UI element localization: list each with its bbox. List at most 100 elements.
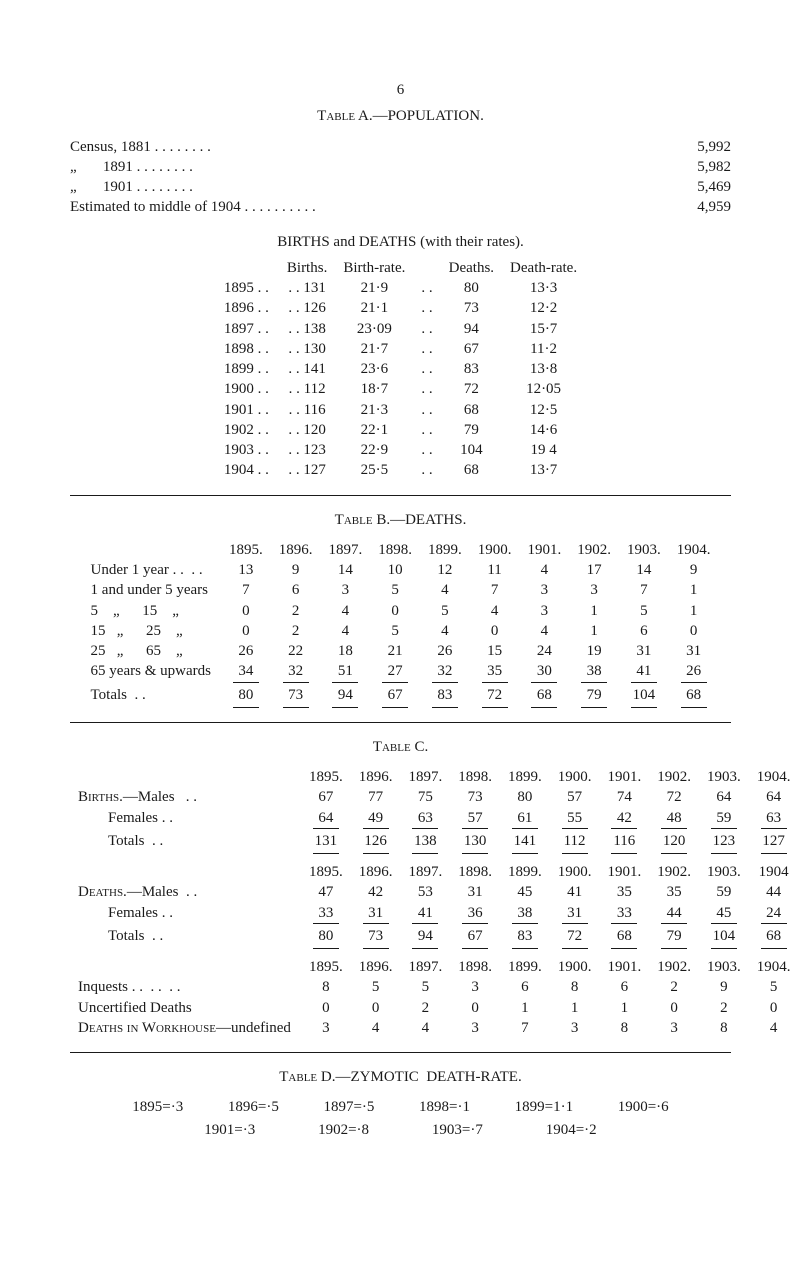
tb-row: Under 1 year . . . .13914101211417149: [83, 560, 719, 580]
tc-year: 1901.: [599, 957, 649, 977]
page-number: 6: [70, 80, 731, 100]
zym-cell: 1902=·8: [318, 1120, 369, 1140]
tc-cell: 8: [301, 977, 351, 997]
bd-cell: . .: [413, 359, 440, 379]
zym-cell: 1898=·1: [419, 1097, 470, 1117]
census-value: 4,959: [651, 197, 731, 217]
tb-cell: 7: [619, 580, 669, 600]
tc-year: 1899.: [500, 957, 550, 977]
tc-total-cell: 79: [649, 923, 699, 949]
tb-total-cell: 94: [320, 682, 370, 708]
tc-total-val: 80: [313, 923, 339, 949]
bd-cell: 68: [441, 460, 502, 480]
table-a-title-rest: A.—POPULATION.: [358, 108, 484, 124]
bd-cell: . .: [413, 420, 440, 440]
table-a-title-label: Table: [317, 108, 355, 124]
tc-year: 1896.: [351, 862, 401, 882]
bd-cell: 12·2: [502, 298, 585, 318]
tb-cell: 32: [271, 661, 321, 681]
bd-cell: 19 4: [502, 440, 585, 460]
tc-totals-label: Totals . .: [70, 923, 301, 949]
bd-row: 1896 . .. . 12621·1. .7312·2: [216, 298, 585, 318]
census-row: Estimated to middle of 1904 . . . . . . …: [70, 197, 731, 217]
bd-cell: . .: [413, 400, 440, 420]
tc-year: 1900.: [550, 862, 600, 882]
tc-cell: 3: [301, 1018, 351, 1038]
tc-cell: 4: [400, 1018, 450, 1038]
tb-total-cell: 73: [271, 682, 321, 708]
tb-cell: 0: [221, 601, 271, 621]
census-label: Census, 1881 . . . . . . . .: [70, 137, 590, 157]
tc-cell: 74: [599, 787, 649, 807]
tc-cell: 5: [351, 977, 401, 997]
tc-cell: 42: [351, 882, 401, 902]
tc-total-val: 131: [313, 828, 339, 854]
tc-cell: 8: [699, 1018, 749, 1038]
tb-label: Under 1 year . . . .: [83, 560, 221, 580]
bd-cell: 94: [441, 319, 502, 339]
tc-cell: 9: [699, 977, 749, 997]
tb-cell: 27: [370, 661, 420, 681]
tc-total-cell: 123: [699, 828, 749, 854]
tc-cell: 31: [450, 882, 500, 902]
table-d-title-label: Table: [279, 1069, 317, 1085]
tc-cell: 44: [749, 882, 799, 902]
tc-cell: 2: [649, 977, 699, 997]
tc-spacer: [70, 949, 798, 957]
tb-total-val: 80: [233, 682, 259, 708]
bd-cell: 13·3: [502, 278, 585, 298]
tc-total-val: 79: [661, 923, 687, 949]
bd-cell: 1903 . .: [216, 440, 279, 460]
bd-cell: 73: [441, 298, 502, 318]
tc-year: 1899.: [500, 767, 550, 787]
tc-total-val: 68: [761, 923, 787, 949]
bd-header: Birth-rate.: [335, 258, 413, 278]
bd-cell: . .: [413, 440, 440, 460]
tb-cell: 24: [519, 641, 569, 661]
bd-cell: 1902 . .: [216, 420, 279, 440]
tb-row: 15 „ 25 „0245404160: [83, 621, 719, 641]
tc-total-cell: 130: [450, 828, 500, 854]
tc-total-val: 141: [512, 828, 538, 854]
tc-cell: 57: [450, 808, 500, 828]
bd-cell: 21·7: [335, 339, 413, 359]
bd-cell: . .: [413, 379, 440, 399]
tc-cell: 2: [400, 998, 450, 1018]
tc-year: 1895.: [301, 957, 351, 977]
tc-cell: 2: [699, 998, 749, 1018]
tb-total-val: 68: [531, 682, 557, 708]
births-deaths-heading: BIRTHS and DEATHS (with their rates).: [70, 232, 731, 252]
tc-cell: 77: [351, 787, 401, 807]
table-b-title-rest: B.—DEATHS.: [376, 512, 466, 528]
tc-label: Uncertified Deaths: [70, 998, 301, 1018]
tc-cell: 48: [649, 808, 699, 828]
bd-cell: . . 141: [279, 359, 335, 379]
bd-cell: . .: [413, 319, 440, 339]
tb-cell: 4: [470, 601, 520, 621]
bd-cell: . .: [413, 339, 440, 359]
tc-year: 1896.: [351, 767, 401, 787]
tc-cell: 63: [400, 808, 450, 828]
tb-cell: 41: [619, 661, 669, 681]
tb-cell: 30: [519, 661, 569, 681]
tc-cell: 1: [599, 998, 649, 1018]
tc-cell: 0: [301, 998, 351, 1018]
tc-label: Births.—Males . .: [70, 787, 301, 807]
tc-cell: 5: [749, 977, 799, 997]
tc-cell: 7: [500, 1018, 550, 1038]
tc-total-cell: 126: [351, 828, 401, 854]
tc-year: 1895.: [301, 862, 351, 882]
table-d-title-rest: D.—ZYMOTIC DEATH-RATE.: [321, 1069, 522, 1085]
tc-total-val: 127: [761, 828, 787, 854]
bd-cell: 22·1: [335, 420, 413, 440]
bd-cell: 1899 . .: [216, 359, 279, 379]
tb-cell: 14: [320, 560, 370, 580]
zymotic-row-1: 1895=·31896=·51897=·51898=·11899=1·11900…: [110, 1097, 691, 1117]
tb-label: 65 years & upwards: [83, 661, 221, 681]
table-c-title: Table C.: [70, 737, 731, 757]
tc-year: 1897.: [400, 862, 450, 882]
tc-total-val: 104: [711, 923, 737, 949]
tb-year: 1900.: [470, 540, 520, 560]
tb-total-cell: 79: [569, 682, 619, 708]
tc-year: 1904.: [749, 957, 799, 977]
